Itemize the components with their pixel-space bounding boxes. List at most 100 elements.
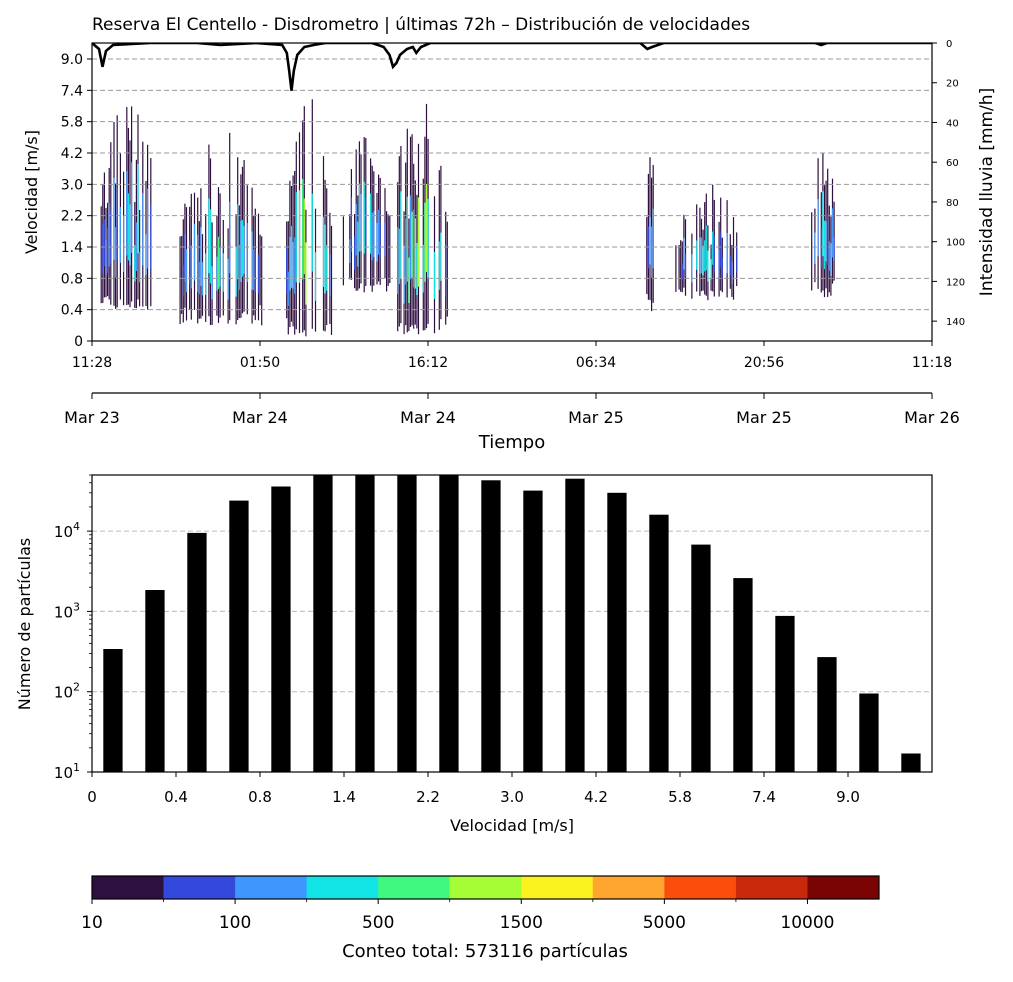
heatmap-core	[681, 264, 683, 280]
heatmap-core	[145, 234, 147, 275]
histogram-bar	[901, 753, 921, 772]
date-tick-label: Mar 24	[232, 408, 288, 427]
heatmap-column	[342, 216, 344, 286]
chart-title: Reserva El Centello - Disdrometro | últi…	[92, 15, 750, 35]
heatmap-core	[358, 183, 360, 252]
date-tick-label: Mar 26	[904, 408, 960, 427]
velocity-heatmap	[100, 99, 835, 337]
y2-tick-label: 120	[946, 277, 965, 288]
heatmap-core	[127, 193, 129, 261]
heatmap-core	[360, 194, 362, 252]
colorbar-tick-label: 100	[219, 913, 251, 933]
heatmap-core	[413, 209, 415, 288]
heatmap-core	[254, 249, 256, 293]
heatmap-column	[732, 217, 735, 300]
y2-axis-label: Intensidad lluvia [mm/h]	[977, 88, 997, 296]
colorbar-tick-label: 10	[81, 913, 103, 933]
histogram-bar	[859, 693, 879, 772]
histogram-y-ticks: 101 102 103 104	[54, 474, 92, 782]
heatmap-core	[302, 179, 304, 280]
colorbar-segment	[664, 876, 737, 899]
y2-tick-label: 40	[946, 118, 959, 129]
heatmap-core	[398, 228, 400, 284]
heatmap-core	[311, 193, 313, 272]
heatmap-column	[330, 225, 333, 335]
heatmap-column	[100, 206, 102, 304]
heatmap-core	[150, 204, 152, 270]
colorbar-segment	[92, 876, 164, 899]
y-axis-label-top: Velocidad [m/s]	[22, 130, 41, 254]
colorbar-tick-label: 500	[362, 913, 394, 933]
date-tick-label: Mar 24	[400, 408, 456, 427]
heatmap-core	[314, 252, 317, 301]
heatmap-core	[691, 254, 693, 283]
heatmap-core	[134, 245, 136, 282]
colorbar-segment	[735, 876, 808, 899]
x-tick-label: 0.8	[248, 788, 272, 806]
histogram-bars	[103, 475, 921, 772]
heatmap-core	[384, 222, 386, 256]
y2-tick-label: 100	[946, 238, 965, 249]
heatmap-core	[825, 221, 827, 262]
velocity-axis-ticks: 0 0.4 0.8 1.4 2.2 3.0 4.2 5.8 7.4 9.0	[61, 52, 92, 350]
heatmap-core	[290, 226, 293, 288]
heatmap-core	[411, 211, 413, 278]
y-tick-label: 0.8	[61, 271, 83, 287]
rain-axis-ticks: 0 20 40 60 80 100 120 140	[932, 39, 965, 328]
heatmap-core	[707, 250, 709, 282]
heatmap-column	[811, 212, 813, 291]
heatmap-core	[298, 190, 301, 283]
heatmap-core	[105, 239, 107, 275]
heatmap-core	[211, 266, 213, 300]
heatmap-core	[292, 242, 294, 289]
heatmap-core	[357, 221, 359, 267]
heatmap-core	[219, 247, 221, 287]
heatmap-core	[424, 202, 426, 282]
heatmap-core	[201, 262, 204, 296]
heatmap-core	[833, 236, 835, 261]
heatmap-core	[438, 241, 440, 290]
heatmap-core	[129, 204, 131, 266]
date-tick-label: Mar 25	[568, 408, 624, 427]
heatmap-core	[303, 198, 305, 275]
heatmap-core	[736, 246, 738, 273]
heatmap-column	[446, 221, 448, 317]
heatmap-core	[182, 265, 184, 297]
heatmap-core	[378, 209, 380, 255]
heatmap-core	[193, 223, 196, 281]
heatmap-core	[700, 237, 703, 274]
heatmap-core	[205, 253, 207, 295]
heatmap-core	[189, 240, 191, 284]
x-tick-label: 0.4	[164, 788, 188, 806]
heatmap-core	[729, 255, 731, 276]
heatmap-core	[354, 236, 356, 270]
heatmap-core	[814, 232, 816, 264]
heatmap-core	[108, 203, 110, 267]
histogram-x-label: Velocidad [m/s]	[450, 816, 574, 835]
heatmap-core	[704, 240, 706, 272]
histogram-bar	[649, 514, 669, 772]
heatmap-core	[251, 231, 253, 290]
heatmap-core	[820, 229, 822, 268]
date-axis-ticks: Mar 23 Mar 24 Mar 24 Mar 25 Mar 25 Mar 26	[64, 393, 960, 427]
heatmap-core	[222, 253, 224, 292]
histogram-bar	[691, 544, 711, 772]
heatmap-core	[119, 206, 121, 263]
x-tick-label: 4.2	[584, 788, 608, 806]
rain-intensity-series	[92, 43, 932, 91]
velocity-gridlines	[92, 58, 932, 311]
colorbar-segment	[306, 876, 379, 899]
colorbar-tick-label: 5000	[643, 913, 686, 933]
heatmap-core	[403, 245, 405, 304]
y-tick-label: 4.2	[61, 146, 83, 162]
time-tick-label: 01:50	[240, 355, 280, 371]
x-tick-label: 0	[87, 788, 97, 806]
heatmap-core	[190, 245, 192, 289]
heatmap-core	[246, 223, 248, 283]
heatmap-core	[139, 251, 141, 283]
y-tick-label: 9.0	[61, 52, 83, 68]
heatmap-core	[433, 251, 436, 299]
heatmap-core	[349, 239, 351, 263]
heatmap-core	[235, 246, 237, 297]
heatmap-core	[287, 271, 289, 306]
